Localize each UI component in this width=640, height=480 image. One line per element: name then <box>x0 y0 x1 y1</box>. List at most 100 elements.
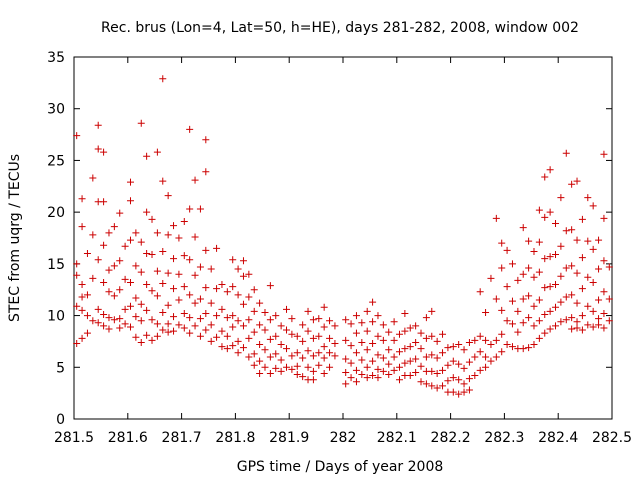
data-point <box>245 270 253 278</box>
data-point <box>116 209 124 217</box>
data-point <box>471 336 479 344</box>
data-point <box>170 313 178 321</box>
data-point <box>207 337 215 345</box>
data-point <box>449 388 457 396</box>
data-point <box>465 338 473 346</box>
data-point <box>94 319 102 327</box>
data-point <box>546 253 554 261</box>
data-point <box>379 321 387 329</box>
data-point <box>256 341 264 349</box>
data-point <box>164 320 172 328</box>
data-point <box>589 278 597 286</box>
data-point <box>234 317 242 325</box>
data-point <box>589 323 597 331</box>
data-point <box>605 295 613 303</box>
data-point <box>573 299 581 307</box>
data-point <box>352 312 360 320</box>
data-point <box>202 326 210 334</box>
data-point <box>471 372 479 380</box>
data-point <box>546 283 554 291</box>
y-axis-title: STEC from uqrg / TECUs <box>7 154 23 322</box>
data-point <box>110 316 118 324</box>
data-point <box>600 214 608 222</box>
data-point <box>503 246 511 254</box>
data-point <box>358 338 366 346</box>
data-point <box>412 368 420 376</box>
data-point <box>439 382 447 390</box>
data-point <box>94 121 102 129</box>
data-point <box>363 374 371 382</box>
data-point <box>352 349 360 357</box>
data-point <box>519 345 527 353</box>
data-point <box>196 205 204 213</box>
data-point <box>482 363 490 371</box>
data-point <box>562 264 570 272</box>
data-point <box>326 317 334 325</box>
data-point <box>207 265 215 273</box>
data-point <box>455 390 463 398</box>
data-point <box>352 378 360 386</box>
data-point <box>304 327 312 335</box>
data-point <box>541 311 549 319</box>
data-point <box>406 343 414 351</box>
data-point <box>508 320 516 328</box>
data-point <box>132 313 140 321</box>
data-point <box>218 305 226 313</box>
data-point <box>439 366 447 374</box>
data-point <box>213 333 221 341</box>
data-point <box>541 255 549 263</box>
data-point <box>465 358 473 366</box>
data-point <box>541 173 549 181</box>
data-point <box>105 229 113 237</box>
data-point <box>170 255 178 263</box>
data-point <box>250 307 258 315</box>
data-point <box>498 330 506 338</box>
data-point <box>299 321 307 329</box>
data-points <box>73 75 613 398</box>
data-point <box>369 357 377 365</box>
data-point <box>110 223 118 231</box>
data-point <box>89 317 97 325</box>
data-point <box>110 292 118 300</box>
data-point <box>250 286 258 294</box>
data-point <box>309 367 317 375</box>
data-point <box>498 348 506 356</box>
data-point <box>433 384 441 392</box>
data-point <box>293 332 301 340</box>
data-point <box>186 256 194 264</box>
data-point <box>164 328 172 336</box>
data-point <box>320 369 328 377</box>
data-point <box>299 373 307 381</box>
data-point <box>180 310 188 318</box>
data-point <box>460 380 468 388</box>
data-point <box>288 330 296 338</box>
data-point <box>73 132 81 140</box>
data-point <box>514 328 522 336</box>
data-point <box>562 293 570 301</box>
data-point <box>422 314 430 322</box>
data-point <box>460 346 468 354</box>
data-point <box>245 293 253 301</box>
data-point <box>309 316 317 324</box>
data-point <box>304 307 312 315</box>
data-point <box>261 326 269 334</box>
data-point <box>347 359 355 367</box>
data-point <box>562 227 570 235</box>
data-point <box>546 208 554 216</box>
data-point <box>535 317 543 325</box>
data-point <box>207 299 215 307</box>
data-point <box>272 364 280 372</box>
data-point <box>331 322 339 330</box>
data-point <box>153 320 161 328</box>
data-point <box>525 314 533 322</box>
data-point <box>256 321 264 329</box>
data-point <box>132 294 140 302</box>
data-point <box>159 177 167 185</box>
y-tick-label: 35 <box>47 50 65 66</box>
data-point <box>261 346 269 354</box>
data-point <box>191 233 199 241</box>
data-point <box>153 332 161 340</box>
data-point <box>126 323 134 331</box>
data-point <box>535 334 543 342</box>
data-point <box>121 275 129 283</box>
